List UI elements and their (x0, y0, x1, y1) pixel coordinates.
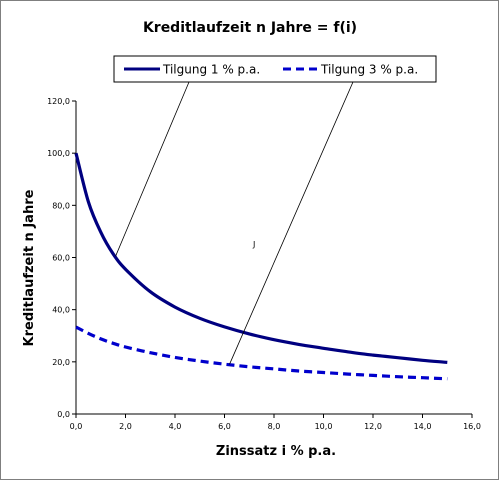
series-group (74, 152, 448, 381)
legend-label-tilgung-3: Tilgung 3 % p.a. (320, 63, 418, 77)
y-tick-label: 80,0 (52, 201, 70, 210)
x-tick-label: 2,0 (119, 422, 132, 431)
annotations: J (252, 240, 255, 249)
y-tick-label: 60,0 (52, 254, 70, 263)
legend-box (113, 55, 437, 83)
leader-line (229, 81, 354, 365)
x-tick-label: 14,0 (414, 422, 432, 431)
series-line-2 (75, 325, 448, 381)
series-line-1 (74, 152, 448, 364)
chart-title: Kreditlaufzeit n Jahre = f(i) (143, 20, 357, 36)
leader-lines (115, 81, 354, 365)
y-tick-label: 20,0 (52, 358, 70, 367)
legend-label-tilgung-1: Tilgung 1 % p.a. (162, 63, 260, 77)
x-axis-title: Zinssatz i % p.a. (216, 444, 336, 459)
x-tick-label: 8,0 (268, 422, 281, 431)
leader-line (115, 81, 190, 257)
y-tick-label: 40,0 (52, 306, 70, 315)
legend: Tilgung 1 % p.a. Tilgung 3 % p.a. (113, 55, 437, 83)
annotation-text: J (252, 240, 255, 249)
x-tick-label: 16,0 (463, 422, 481, 431)
y-tick-label: 0,0 (57, 410, 70, 419)
x-tick-label: 0,0 (70, 422, 83, 431)
x-tick-label: 10,0 (315, 422, 333, 431)
y-axis-title: Kreditlaufzeit n Jahre (22, 189, 37, 346)
x-tick-label: 6,0 (218, 422, 231, 431)
axes: 0,0 20,0 40,0 60,0 80,0 100,0 120,0 0,0 2,0 4,0 6,… (47, 97, 481, 431)
x-tick-label: 12,0 (364, 422, 382, 431)
x-tick-label: 4,0 (169, 422, 182, 431)
y-tick-label: 120,0 (47, 97, 70, 106)
y-tick-label: 100,0 (47, 149, 70, 158)
